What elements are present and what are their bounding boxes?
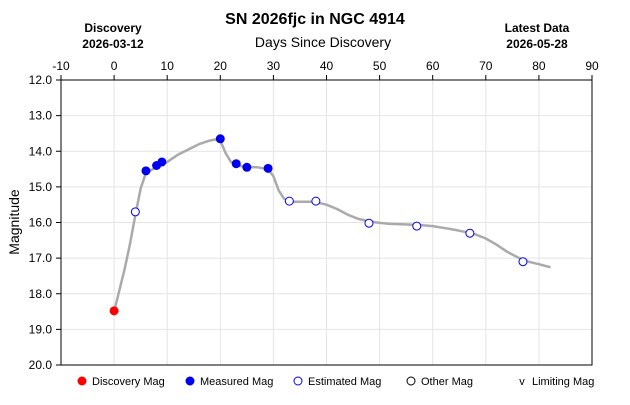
estimated-mag-point xyxy=(284,196,294,206)
legend-estimated-mag-label: Estimated Mag xyxy=(308,376,381,388)
chart-title: SN 2026fjc in NGC 4914 xyxy=(225,11,405,28)
legend-discovery-mag-label: Discovery Mag xyxy=(92,376,165,388)
x-tick-label: 50 xyxy=(373,59,387,73)
estimated-mag-point xyxy=(311,196,321,206)
x-tick-label: 30 xyxy=(267,59,281,73)
y-tick-label: 17.0 xyxy=(29,251,53,265)
legend-limiting-mag-label: Limiting Mag xyxy=(532,376,594,388)
legend-limiting-mag-marker: v xyxy=(519,376,525,388)
x-tick-label: 10 xyxy=(161,59,175,73)
discovery-date: 2026-03-12 xyxy=(82,37,144,51)
y-tick-label: 19.0 xyxy=(29,322,53,336)
y-tick-label: 13.0 xyxy=(29,109,53,123)
latest-data-label: Latest Data xyxy=(505,21,570,35)
discovery-label: Discovery xyxy=(84,21,142,35)
estimated-mag-point xyxy=(518,257,528,267)
measured-mag-point xyxy=(215,134,225,144)
fit-curve-line xyxy=(112,138,551,313)
grid-lines xyxy=(61,80,592,365)
discovery-mag-point xyxy=(109,306,119,316)
legend: Discovery Mag Measured Mag Estimated Mag Ot… xyxy=(77,376,594,388)
estimated-mag-point xyxy=(465,228,475,238)
axis-ticks: -10 0 10 20 30 40 50 60 70 80 90 12.0 13.0 14.0 15.0 16… xyxy=(29,59,599,372)
legend-discovery-mag-marker xyxy=(77,376,87,386)
y-tick-label: 15.0 xyxy=(29,180,53,194)
x-tick-label: 20 xyxy=(214,59,228,73)
fit-curve xyxy=(112,138,551,313)
measured-mag-point xyxy=(157,157,167,167)
estimated-mag-point xyxy=(130,207,140,217)
y-tick-label: 14.0 xyxy=(29,144,53,158)
legend-estimated-mag-marker xyxy=(293,376,303,386)
legend-measured-mag-label: Measured Mag xyxy=(200,376,273,388)
y-tick-label: 20.0 xyxy=(29,358,53,372)
x-tick-label: 40 xyxy=(320,59,334,73)
estimated-mag-point xyxy=(412,221,422,231)
legend-other-mag-label: Other Mag xyxy=(421,376,473,388)
x-tick-label: 90 xyxy=(585,59,599,73)
estimated-mag-point xyxy=(364,218,374,228)
legend-measured-mag-marker xyxy=(185,376,195,386)
y-axis-label: Magnitude xyxy=(6,189,22,255)
measured-mag-point xyxy=(242,162,252,172)
x-tick-label: -10 xyxy=(52,59,70,73)
x-tick-label: 60 xyxy=(426,59,440,73)
x-tick-label: 80 xyxy=(532,59,546,73)
y-tick-label: 12.0 xyxy=(29,73,53,87)
measured-mag-point xyxy=(263,163,273,173)
y-tick-label: 18.0 xyxy=(29,287,53,301)
legend-other-mag-marker xyxy=(406,376,416,386)
measured-mag-point xyxy=(231,159,241,169)
data-points xyxy=(109,134,528,316)
measured-mag-point xyxy=(141,166,151,176)
latest-data-date: 2026-05-28 xyxy=(506,37,568,51)
y-tick-label: 16.0 xyxy=(29,216,53,230)
x-axis-label: Days Since Discovery xyxy=(255,34,391,50)
x-tick-label: 0 xyxy=(111,59,118,73)
x-tick-label: 70 xyxy=(479,59,493,73)
